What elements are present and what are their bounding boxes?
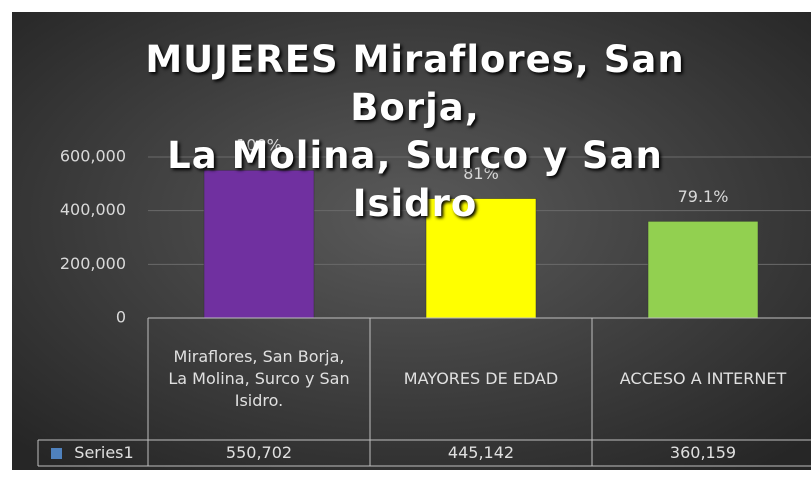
data-label: 79.1% (678, 187, 729, 206)
bar (647, 221, 759, 319)
data-label: 100% (236, 136, 282, 155)
chart-title: MUJERES Miraflores, San Borja, La Molina… (145, 38, 685, 225)
table-value: 360,159 (669, 443, 737, 462)
table-value: 445,142 (447, 443, 515, 462)
category-label: MAYORES DE EDAD (403, 369, 559, 388)
bar (425, 198, 537, 319)
bar (203, 169, 315, 319)
y-tick-label: 200,000 (60, 254, 126, 273)
y-tick-label: 0 (116, 308, 126, 327)
table-value: 550,702 (225, 443, 293, 462)
category-label: ACCESO A INTERNET (619, 369, 787, 388)
y-tick-label: 400,000 (60, 200, 126, 219)
legend-key (51, 448, 62, 459)
category-label: Miraflores, San Borja, La Molina, Surco … (168, 347, 350, 410)
data-label: 81% (463, 164, 499, 183)
y-tick-label: 600,000 (60, 147, 126, 166)
legend-entry: Series1 (74, 443, 134, 462)
